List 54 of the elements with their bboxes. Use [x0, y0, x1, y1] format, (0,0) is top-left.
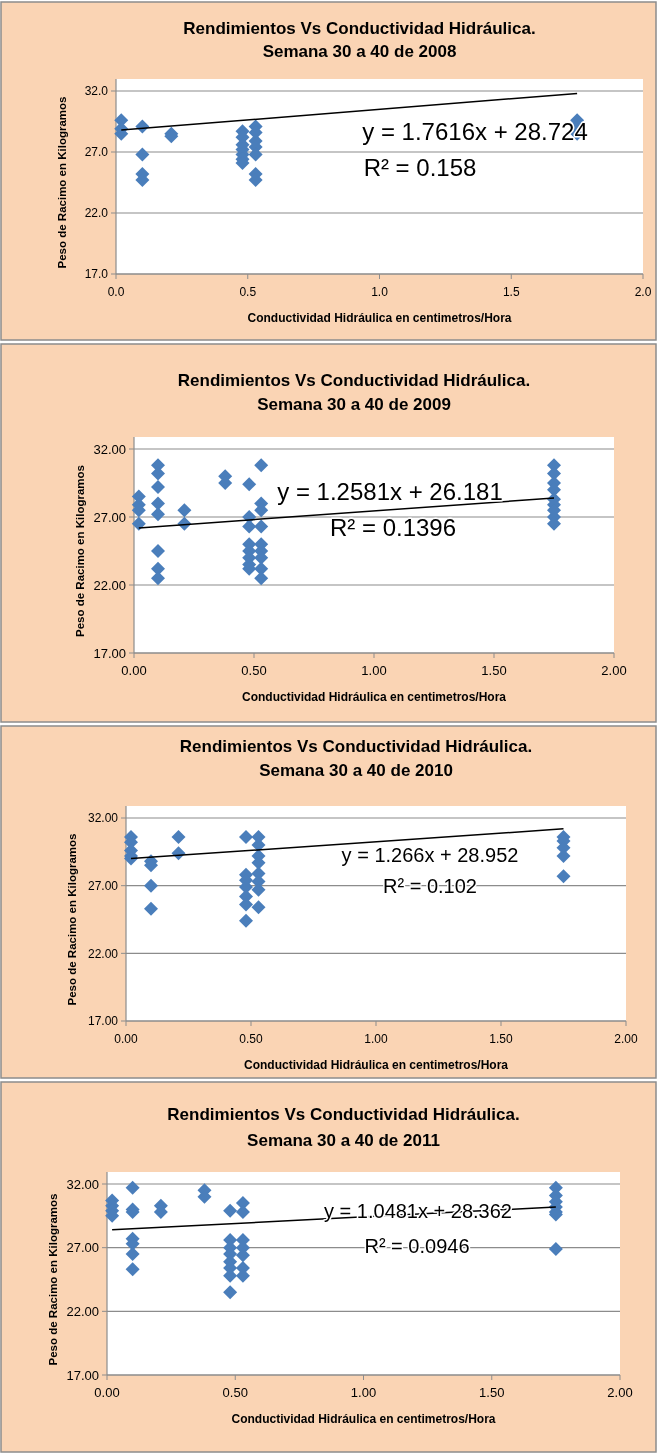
x-tick-label: 1.50 [479, 1385, 505, 1400]
x-tick-label: 2.00 [601, 663, 627, 678]
annotation: y = 1.2581x + 26.181 [277, 478, 503, 506]
x-tick-label: 0.50 [222, 1385, 248, 1400]
x-tick-label: 1.00 [361, 663, 387, 678]
x-tick-label: 0.00 [94, 1385, 120, 1400]
x-tick-label: 2.0 [634, 285, 652, 299]
x-tick-label: 1.5 [502, 285, 520, 299]
x-tick-label: 1.00 [364, 1032, 388, 1046]
y-axis-title: Peso de Racimo en Kilogramos [74, 465, 86, 637]
x-tick-label: 1.50 [489, 1032, 513, 1046]
x-tick-label: 1.0 [371, 285, 389, 299]
x-axis-title: Conductividad Hidráulica en centimetros/Hora [243, 1058, 509, 1072]
x-axis-title: Conductividad Hidráulica en centimetros/Hora [241, 690, 507, 704]
x-tick-label: 0.50 [239, 1032, 263, 1046]
annotation: y = 1.266x + 28.952 [341, 844, 519, 867]
x-axis-title: Conductividad Hidráulica en centimetros/Hora [231, 1412, 496, 1426]
y-tick-label: 27.00 [66, 1240, 99, 1256]
x-tick-label: 0.5 [239, 285, 257, 299]
x-tick-label: 0.00 [114, 1032, 138, 1046]
annotation: R² = 0.1396 [329, 514, 457, 542]
y-axis-title: Peso de Racimo en Kilogramos [47, 1193, 59, 1366]
annotation: R² = 0.102 [383, 875, 477, 898]
y-tick-label: 27.00 [87, 878, 119, 893]
y-tick-label: 22.0 [84, 206, 109, 221]
y-tick-label: 17.00 [93, 645, 126, 661]
y-tick-label: 32.0 [84, 84, 109, 99]
x-tick-label: 0.50 [241, 663, 267, 678]
chart-title: Rendimientos Vs Conductividad Hidráulica. Semana 30 a 40 de 2011 [167, 1105, 520, 1150]
y-tick-label: 17.00 [66, 1367, 99, 1383]
y-tick-label: 27.0 [84, 145, 109, 160]
y-tick-label: 17.00 [87, 1014, 119, 1029]
y-axis-title: Peso de Racimo en Kilogramos [56, 96, 68, 269]
x-tick-label: 2.00 [607, 1385, 633, 1400]
annotation: R² = 0.0946 [364, 1235, 470, 1258]
x-axis-title: Conductividad Hidráulica en centimetros/Hora [247, 311, 512, 325]
x-tick-label: 0.00 [121, 663, 147, 678]
x-tick-label: 0.0 [107, 285, 125, 299]
y-tick-label: 22.00 [93, 577, 126, 593]
y-tick-label: 17.0 [84, 267, 109, 282]
y-tick-label: 32.00 [66, 1176, 99, 1192]
chart-title: Rendimientos Vs Conductividad Hidráulica. Semana 30 a 40 de 2009 [177, 371, 531, 414]
annotation: R² = 0.158 [363, 154, 477, 182]
y-tick-label: 27.00 [93, 509, 126, 525]
y-axis-title: Peso de Racimo en Kilogramos [66, 833, 78, 1006]
x-tick-label: 1.00 [350, 1385, 377, 1400]
y-tick-label: 32.00 [93, 441, 126, 457]
y-tick-label: 22.00 [66, 1303, 99, 1319]
chart-title: Rendimientos Vs Conductividad Hidráulica. Semana 30 a 40 de 2010 [179, 737, 533, 780]
y-tick-label: 32.00 [87, 811, 119, 826]
x-tick-label: 2.00 [614, 1032, 638, 1046]
y-tick-label: 22.00 [87, 946, 119, 961]
chart-title: Rendimientos Vs Conductividad Hidráulica. Semana 30 a 40 de 2008 [183, 19, 536, 61]
x-tick-label: 1.50 [481, 663, 507, 678]
